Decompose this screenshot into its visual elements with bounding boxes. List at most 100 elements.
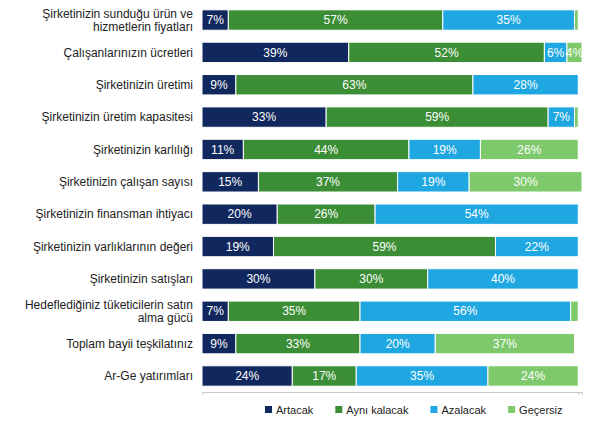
legend-label: Artacak <box>276 404 314 416</box>
y-axis: Şirketinizin sunduğu ürün vehizmetlerin … <box>25 7 193 383</box>
data-label: 7% <box>206 13 224 27</box>
bar-segment <box>292 366 356 386</box>
data-label: 7% <box>206 304 224 318</box>
bar-segment <box>548 107 574 127</box>
y-tick: Şirketinizin çalışan sayısı <box>59 175 193 189</box>
data-label: 24% <box>235 369 259 383</box>
legend-swatch <box>265 406 272 413</box>
data-labels: 7%57%35%39%52%6%4%9%63%28%33%59%7%11%44%… <box>206 13 583 383</box>
bar-segment <box>360 301 571 321</box>
bar-segment <box>443 10 575 30</box>
category-label: Şirketinizin finansman ihtiyacı <box>36 207 193 221</box>
data-label: 54% <box>465 207 489 221</box>
bar-segment <box>360 333 435 353</box>
category-label: Şirketinizin üretim kapasitesi <box>42 110 193 124</box>
y-tick: Şirketinizin karlılığı <box>93 143 193 157</box>
bar-segment <box>202 42 349 62</box>
bars <box>202 10 582 386</box>
bar-segment <box>435 333 574 353</box>
bar-segment <box>228 301 360 321</box>
bar-segment <box>473 75 578 95</box>
data-label: 30% <box>359 272 383 286</box>
data-label: 30% <box>246 272 270 286</box>
bar-segment <box>202 75 236 95</box>
data-label: 44% <box>314 143 338 157</box>
bar-segment <box>202 236 273 256</box>
category-label: Şirketinizin varlıklarının değeri <box>33 240 193 254</box>
bar-segment <box>236 333 360 353</box>
bar-segment <box>574 10 578 30</box>
data-label: 37% <box>316 175 340 189</box>
category-label: Çalışanlarınızın ücretleri <box>64 46 193 60</box>
x-axis <box>203 392 583 395</box>
bar-segment <box>228 10 442 30</box>
y-tick: Şirketinizin varlıklarının değeri <box>33 240 193 254</box>
bar-segment <box>356 366 488 386</box>
data-label: 11% <box>211 143 234 157</box>
data-label: 30% <box>514 175 538 189</box>
bar-segment <box>571 301 579 321</box>
bar-segment <box>202 204 277 224</box>
bar-segment <box>277 204 375 224</box>
bar-segment <box>375 204 578 224</box>
bar-segment <box>578 236 579 256</box>
data-label: 7% <box>553 110 571 124</box>
chart: 7%57%35%39%52%6%4%9%63%28%33%59%7%11%44%… <box>0 0 602 422</box>
data-label: 9% <box>210 337 228 351</box>
category-label: Şirketinizin sunduğu ürün vehizmetlerin … <box>42 7 193 34</box>
bar-segment <box>326 107 548 127</box>
legend-item: Aynı kalacak <box>335 404 409 416</box>
bar-segment <box>236 75 473 95</box>
data-label: 59% <box>425 110 449 124</box>
y-tick: Şirketinizin üretimi <box>96 78 193 92</box>
y-tick: Ar-Ge yatırımları <box>104 369 193 383</box>
bar-segment <box>258 172 397 192</box>
category-label: Şirketinizin satışları <box>90 272 193 286</box>
bar-segment <box>243 139 409 159</box>
x-tick <box>202 392 203 395</box>
bar-segment <box>398 172 469 192</box>
bar-segment <box>349 42 545 62</box>
category-label: Şirketinizin üretimi <box>96 78 193 92</box>
legend: ArtacakAynı kalacakAzalacakGeçersiz <box>265 404 563 416</box>
bar-segment <box>202 107 326 127</box>
data-label: 40% <box>491 272 515 286</box>
data-label: 28% <box>514 78 538 92</box>
data-label: 19% <box>226 240 250 254</box>
bar-segment <box>578 204 579 224</box>
data-label: 35% <box>282 304 306 318</box>
data-label: 26% <box>314 207 338 221</box>
legend-swatch <box>508 406 515 413</box>
legend-item: Artacak <box>265 404 314 416</box>
bar-segment <box>202 366 292 386</box>
x-axis-line <box>203 393 583 396</box>
bar-segment <box>202 301 228 321</box>
bar-segment <box>469 172 582 192</box>
data-label: 35% <box>410 369 434 383</box>
legend-label: Aynı kalacak <box>346 404 409 416</box>
bar-segment <box>578 75 579 95</box>
bar-segment <box>315 269 428 289</box>
bar-segment <box>202 333 236 353</box>
bar-segment <box>488 366 578 386</box>
bar-segment <box>544 42 567 62</box>
data-label: 20% <box>386 337 410 351</box>
x-tick-mark <box>578 392 579 395</box>
bar-segment <box>428 269 578 289</box>
data-label: 35% <box>497 13 521 27</box>
category-label: Şirketinizin çalışan sayısı <box>59 175 193 189</box>
legend-label: Azalacak <box>441 404 486 416</box>
category-label: Toplam bayii teşkilatınız <box>66 337 193 351</box>
bar-segment <box>202 139 243 159</box>
data-label: 15% <box>218 175 242 189</box>
data-label: 9% <box>210 78 228 92</box>
y-tick: Şirketinizin üretim kapasitesi <box>42 110 193 124</box>
x-tick-mark <box>202 392 203 395</box>
legend-item: Azalacak <box>430 404 486 416</box>
bar-segment <box>574 107 578 127</box>
bar-segment <box>202 10 228 30</box>
data-label: 17% <box>312 369 336 383</box>
bar-segment <box>202 269 315 289</box>
bar-segment <box>273 236 495 256</box>
data-label: 33% <box>286 337 310 351</box>
